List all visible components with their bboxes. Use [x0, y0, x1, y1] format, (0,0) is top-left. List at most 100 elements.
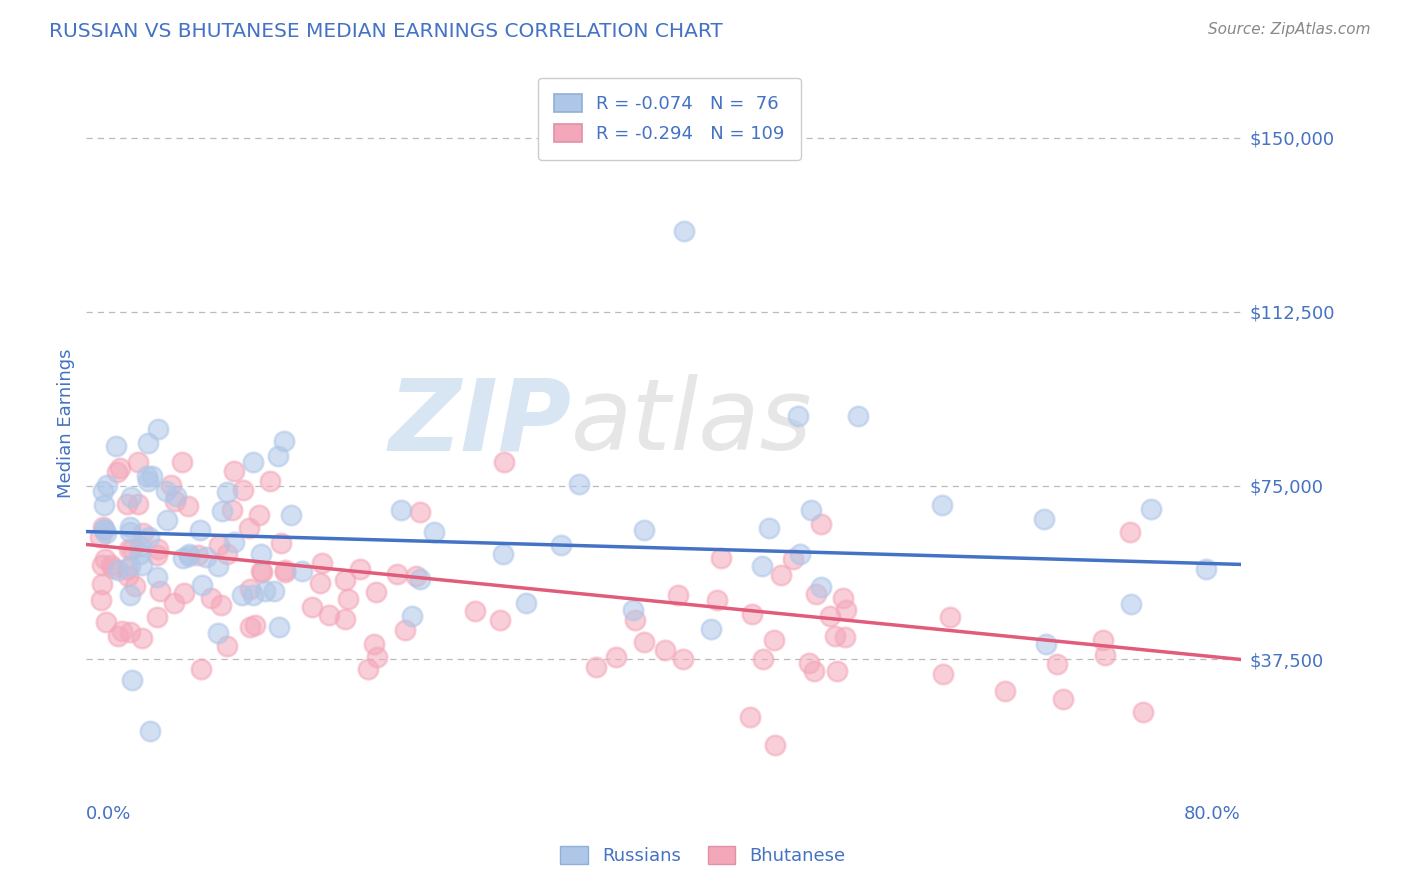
Point [129, 547, 152, 561]
Point [191, 578, 214, 592]
Point [93, 522, 115, 536]
Point [515, 596, 537, 610]
Point [194, 549, 217, 564]
Point [405, 569, 427, 583]
Point [810, 580, 832, 594]
Point [129, 539, 152, 553]
Point [93, 551, 115, 566]
Point [132, 525, 155, 540]
Point [107, 563, 129, 577]
Point [96, 477, 118, 491]
Point [250, 547, 273, 561]
Point [160, 477, 183, 491]
Point [550, 538, 572, 552]
Point [1121, 597, 1143, 611]
Point [101, 561, 124, 575]
Point [931, 498, 953, 512]
Point [583, 140, 606, 154]
Point [105, 439, 128, 453]
Point [401, 609, 423, 624]
Text: Source: ZipAtlas.com: Source: ZipAtlas.com [1208, 22, 1371, 37]
Point [1118, 524, 1140, 539]
Point [187, 548, 209, 562]
Point [633, 523, 655, 537]
Point [221, 503, 243, 517]
Text: atlas: atlas [571, 375, 813, 472]
Point [94, 525, 117, 540]
Point [672, 652, 695, 666]
Point [763, 738, 786, 752]
Point [215, 484, 238, 499]
Point [333, 612, 356, 626]
Point [741, 607, 763, 621]
Point [209, 598, 232, 612]
Point [824, 629, 846, 643]
Point [605, 649, 627, 664]
Point [700, 623, 723, 637]
Point [239, 582, 262, 597]
Point [110, 461, 132, 475]
Point [165, 489, 187, 503]
Point [138, 530, 160, 544]
Point [207, 625, 229, 640]
Point [259, 474, 281, 488]
Point [217, 639, 239, 653]
Point [155, 483, 177, 498]
Point [834, 631, 856, 645]
Point [825, 665, 848, 679]
Point [146, 569, 169, 583]
Point [173, 585, 195, 599]
Point [673, 223, 696, 237]
Point [492, 455, 515, 469]
Point [492, 547, 515, 561]
Point [789, 547, 811, 561]
Point [782, 551, 804, 566]
Point [118, 588, 141, 602]
Point [146, 548, 169, 562]
Point [165, 494, 187, 508]
Point [231, 588, 253, 602]
Point [232, 483, 254, 497]
Point [938, 610, 960, 624]
Point [90, 558, 112, 573]
Point [387, 566, 409, 581]
Point [190, 662, 212, 676]
Point [337, 591, 360, 606]
Point [267, 449, 290, 463]
Point [800, 502, 823, 516]
Point [269, 620, 291, 634]
Point [141, 469, 163, 483]
Point [1195, 562, 1218, 576]
Point [172, 550, 194, 565]
Point [810, 517, 832, 532]
Point [308, 576, 330, 591]
Point [273, 434, 295, 449]
Point [280, 508, 302, 522]
Point [568, 476, 591, 491]
Text: RUSSIAN VS BHUTANESE MEDIAN EARNINGS CORRELATION CHART: RUSSIAN VS BHUTANESE MEDIAN EARNINGS COR… [49, 22, 723, 41]
Point [848, 409, 870, 423]
Point [94, 615, 117, 629]
Point [318, 607, 340, 622]
Point [93, 523, 115, 537]
Point [770, 568, 793, 582]
Point [91, 483, 114, 498]
Point [820, 608, 842, 623]
Text: 80.0%: 80.0% [1184, 805, 1241, 823]
Point [224, 464, 246, 478]
Point [238, 620, 260, 634]
Point [1052, 691, 1074, 706]
Point [139, 724, 162, 739]
Point [131, 632, 153, 646]
Point [357, 661, 380, 675]
Point [832, 591, 855, 605]
Point [127, 497, 149, 511]
Point [763, 632, 786, 647]
Point [217, 547, 239, 561]
Point [464, 604, 486, 618]
Point [738, 710, 761, 724]
Point [253, 584, 276, 599]
Y-axis label: Median Earnings: Median Earnings [58, 348, 75, 498]
Point [146, 610, 169, 624]
Point [787, 409, 810, 423]
